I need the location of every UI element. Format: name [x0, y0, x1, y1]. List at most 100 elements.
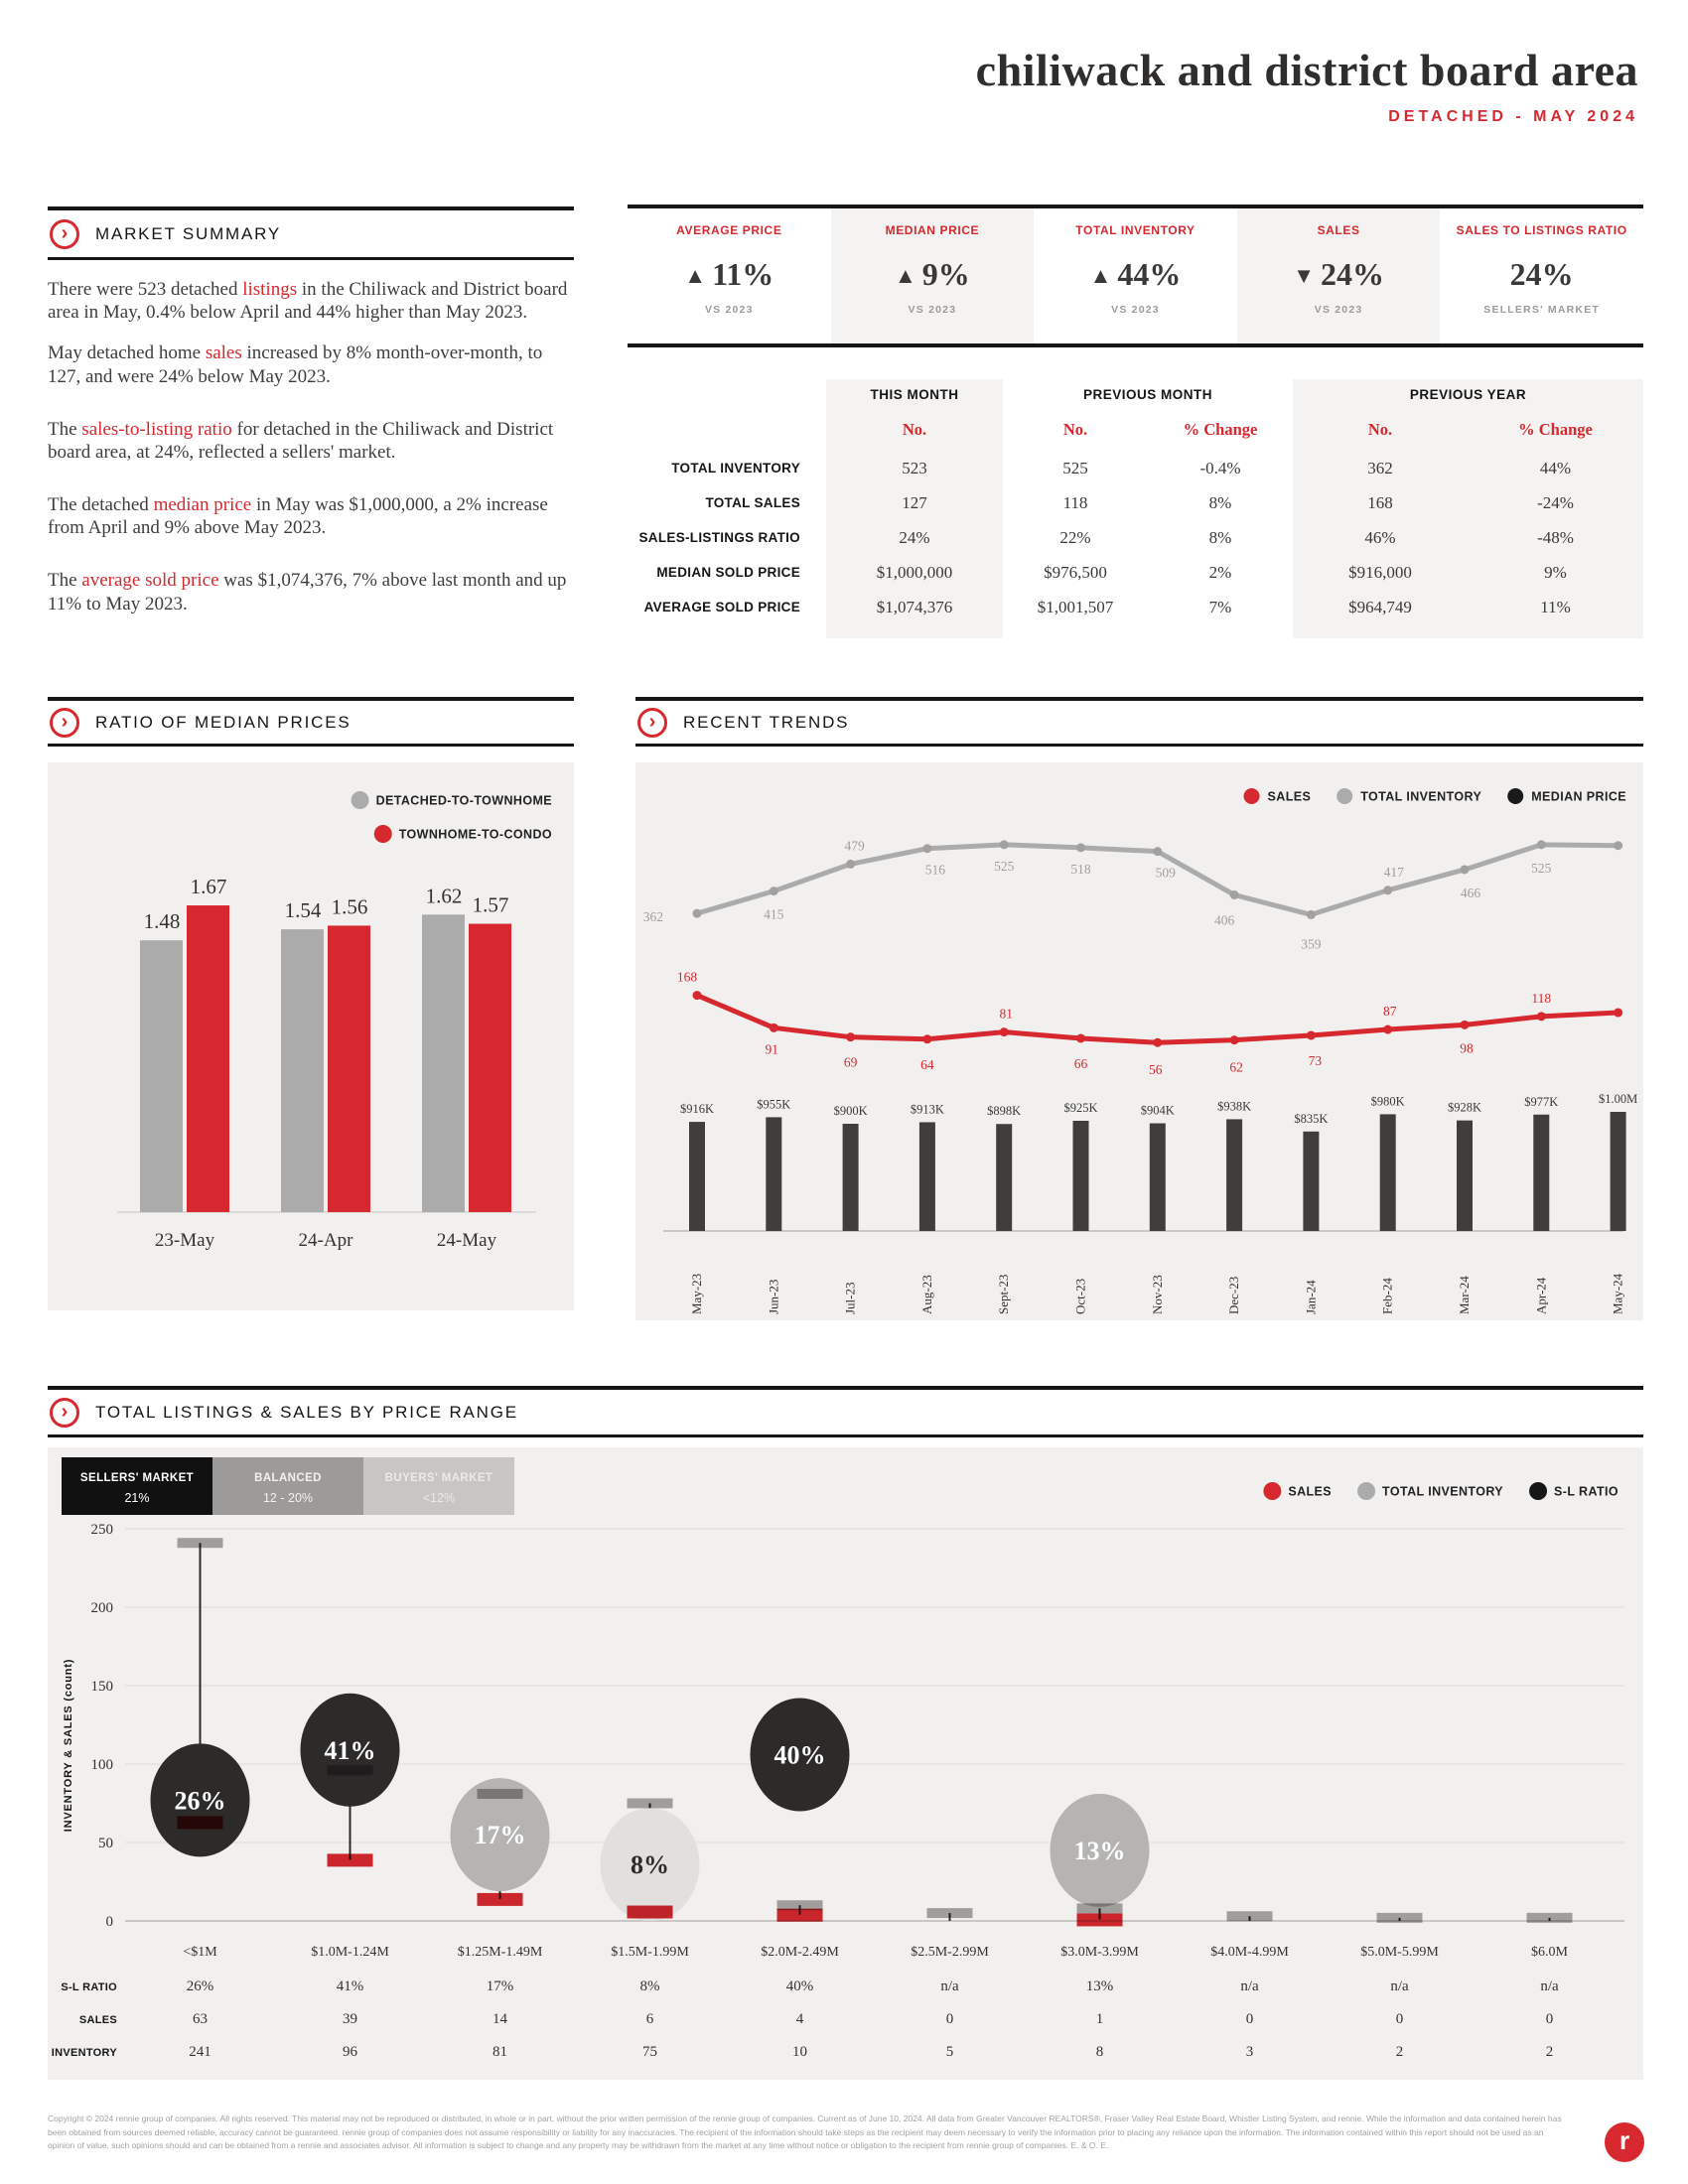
median-price-label: $928K: [1448, 1101, 1481, 1115]
inventory-value: 2: [1546, 2044, 1554, 2060]
summary-text: was $1,074,376, 7% above last month and …: [48, 570, 567, 614]
sl-ratio-value: 41%: [337, 1979, 364, 1994]
sales-point: [692, 991, 702, 1001]
section-title: MARKET SUMMARY: [95, 223, 282, 243]
kpi-card-sales: SALES ▼ 24% VS 2023: [1236, 208, 1441, 343]
table-value: -24%: [1468, 485, 1643, 520]
sales-point: [1076, 1033, 1085, 1043]
inventory-point: [1383, 886, 1393, 895]
legend-label: TOWNHOME-TO-CONDO: [399, 828, 552, 842]
table-value: $916,000: [1293, 555, 1468, 590]
kpi-value: ▲ 44%: [1089, 256, 1182, 292]
table-value: 7%: [1208, 597, 1232, 616]
summary-text: There were 523 detached: [48, 279, 243, 300]
month-label: Jul-23: [843, 1283, 858, 1315]
y-axis-title: INVENTORY & SALES (count): [63, 1659, 74, 1832]
inventory-point: [846, 859, 856, 869]
table-value: 362: [1293, 451, 1468, 485]
up-triangle-icon: ▲: [1089, 263, 1112, 288]
sales-value: 63: [193, 2011, 208, 2027]
legend-dot: [373, 825, 392, 843]
summary-text: The: [48, 418, 82, 440]
kpi-value: ▲ 11%: [684, 256, 774, 292]
sales-value-label: 64: [920, 1057, 934, 1072]
summary-keyword: sales-to-listing ratio: [81, 418, 232, 440]
month-label: Aug-23: [919, 1275, 934, 1314]
table-value: 24%: [826, 520, 1003, 555]
sales-value-label: 91: [766, 1041, 779, 1056]
median-price-label: $835K: [1294, 1112, 1328, 1126]
inventory-point: [1229, 889, 1239, 899]
x-axis-label: 24-Apr: [299, 1230, 354, 1251]
column-subheader: No.: [1062, 420, 1088, 439]
price-range-header: $1.25M-1.49M: [458, 1945, 543, 1960]
median-price-label: $916K: [680, 1102, 714, 1116]
median-price-label: $913K: [911, 1102, 944, 1116]
sales-value: 6: [646, 2011, 654, 2027]
table-value: 523: [826, 451, 1003, 485]
summary-keyword: median price: [153, 494, 252, 516]
price-range-header: $2.0M-2.49M: [761, 1945, 839, 1960]
chevron-circle-icon: ›: [50, 1397, 79, 1428]
y-tick-label: 250: [91, 1522, 114, 1538]
price-range-header: $4.0M-4.99M: [1210, 1945, 1289, 1960]
kpi-value: ▲ 9%: [895, 256, 970, 292]
sales-cap: [1076, 1913, 1123, 1927]
bar-townhome-to-condo: [187, 905, 229, 1212]
y-tick-label: 150: [91, 1679, 114, 1695]
table-value: 118: [1062, 492, 1088, 512]
table-value: $976,500: [1044, 562, 1107, 582]
table-value: 22%: [1059, 527, 1091, 547]
month-label: Jan-24: [1303, 1280, 1318, 1314]
page-title: chiliwack and district board area: [975, 45, 1638, 95]
median-price-bar: [996, 1124, 1013, 1231]
inventory-cap: [1076, 1903, 1123, 1914]
inventory-point: [1460, 865, 1470, 875]
kpi-label: MEDIAN PRICE: [885, 223, 980, 237]
comparison-table: THIS MONTH PREVIOUS MONTH PREVIOUS YEAR No.…: [628, 379, 1643, 638]
trends-chart-panel: $916K May-23 $955K Jun-23 $900K Jul-23 $913K Au…: [635, 762, 1672, 1320]
legend-label: TOTAL INVENTORY: [1360, 790, 1481, 804]
inventory-cap: [327, 1765, 373, 1776]
table-value: $964,749: [1293, 590, 1468, 624]
section-head-market-summary: › MARKET SUMMARY: [48, 206, 574, 260]
sales-point: [1383, 1024, 1393, 1034]
table-value: $1,000,000: [826, 555, 1003, 590]
chevron-circle-icon: ›: [637, 707, 667, 738]
month-label: May-23: [689, 1274, 704, 1314]
legend-label: S-L RATIO: [1554, 1485, 1618, 1499]
sales-point: [769, 1023, 778, 1032]
sales-value-label: 87: [1383, 1004, 1397, 1019]
sales-point: [922, 1034, 932, 1044]
sl-ratio-value: n/a: [940, 1979, 959, 1994]
sales-value-label: 81: [999, 1007, 1013, 1022]
trends-chart-svg: $916K May-23 $955K Jun-23 $900K Jul-23 $913K Au…: [643, 788, 1672, 1315]
section-title: TOTAL LISTINGS & SALES BY PRICE RANGE: [95, 1402, 518, 1422]
sl-ratio-value: 26%: [187, 1979, 214, 1994]
bar-value-label: 1.54: [285, 898, 322, 922]
bar-value-label: 1.56: [332, 894, 368, 918]
median-price-bar: [1072, 1121, 1089, 1231]
y-tick-label: 50: [98, 1836, 113, 1851]
market-legend-title: SELLERS' MARKET: [80, 1472, 194, 1484]
section-title: RATIO OF MEDIAN PRICES: [95, 712, 352, 732]
spacer: [1003, 624, 1293, 638]
y-tick-label: 200: [91, 1600, 114, 1616]
sl-ratio-value: n/a: [1240, 1979, 1259, 1994]
inventory-value: 5: [946, 2044, 954, 2060]
chevron-circle-icon: ›: [50, 218, 79, 249]
summary-paragraph: The average sold price was $1,074,376, 7…: [48, 569, 568, 614]
market-legend-range: 12 - 20%: [263, 1491, 313, 1505]
summary-text: increased by 8% month-over-month, to 127…: [48, 342, 543, 387]
inventory-value-label: 362: [643, 909, 663, 924]
rennie-logo: r: [1605, 2122, 1644, 2162]
median-price-bar: [1226, 1119, 1243, 1231]
bar-value-label: 1.48: [144, 909, 181, 933]
legend-dot: [1336, 788, 1353, 804]
table-row-label: AVERAGE SOLD PRICE: [643, 600, 800, 614]
sl-ratio-bubble-label: 26%: [175, 1786, 226, 1815]
legend-dot: [1263, 1482, 1282, 1500]
summary-paragraph: There were 523 detached listings in the …: [48, 278, 568, 324]
legend-label: SALES: [1288, 1485, 1332, 1499]
